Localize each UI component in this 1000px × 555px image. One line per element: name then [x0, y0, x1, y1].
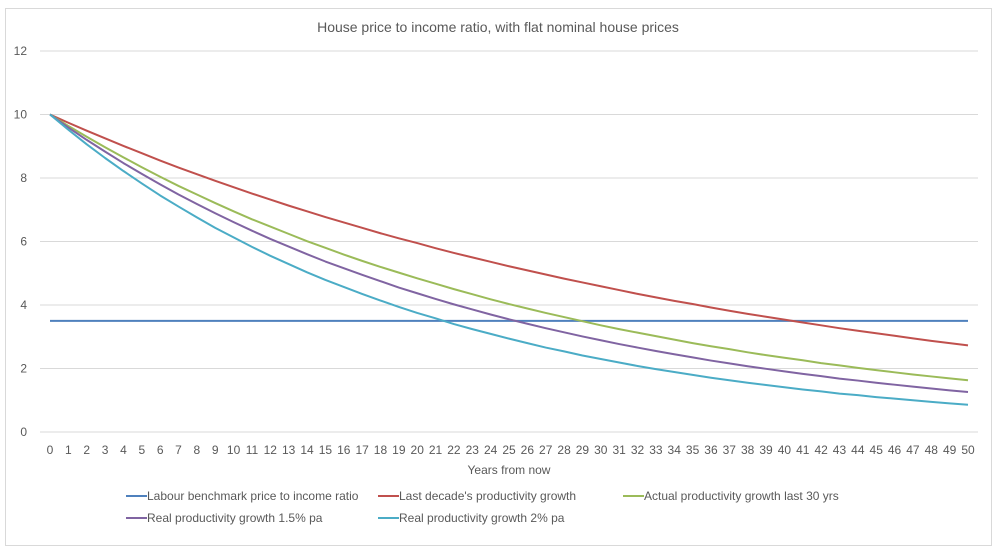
x-tick-label: 22 [447, 443, 461, 457]
x-tick-label: 17 [355, 443, 369, 457]
x-tick-label: 36 [704, 443, 718, 457]
x-tick-label: 50 [961, 443, 975, 457]
x-tick-label: 43 [833, 443, 847, 457]
x-tick-label: 11 [246, 443, 259, 457]
x-tick-label: 23 [466, 443, 480, 457]
y-tick-label: 12 [14, 44, 28, 58]
legend-label-5: Real productivity growth 2% pa [399, 511, 565, 525]
x-tick-label: 31 [612, 443, 626, 457]
x-tick-label: 8 [194, 443, 201, 457]
x-tick-label: 13 [282, 443, 296, 457]
legend-label-3: Actual productivity growth last 30 yrs [644, 489, 839, 503]
x-tick-label: 27 [539, 443, 553, 457]
series-line-5 [49, 113, 969, 406]
y-tick-label: 0 [20, 425, 27, 439]
x-tick-label: 29 [576, 443, 590, 457]
x-tick-label: 16 [337, 443, 351, 457]
x-axis-label: Years from now [468, 463, 551, 477]
x-tick-label: 25 [502, 443, 516, 457]
x-tick-label: 32 [631, 443, 645, 457]
x-tick-label: 46 [888, 443, 902, 457]
y-tick-label: 4 [20, 298, 27, 312]
series-lines [49, 113, 969, 406]
series-line-4 [49, 113, 969, 393]
x-tick-label: 48 [925, 443, 939, 457]
x-tick-label: 0 [47, 443, 54, 457]
x-tick-label: 47 [906, 443, 920, 457]
x-tick-label: 24 [484, 443, 498, 457]
x-tick-label: 39 [759, 443, 773, 457]
x-tick-label: 10 [227, 443, 241, 457]
x-tick-label: 35 [686, 443, 700, 457]
y-tick-label: 6 [20, 235, 27, 249]
legend: Labour benchmark price to income ratio La… [126, 489, 839, 525]
x-tick-label: 30 [594, 443, 608, 457]
x-tick-label: 14 [300, 443, 314, 457]
x-tick-label: 49 [943, 443, 957, 457]
legend-label-2: Last decade's productivity growth [399, 489, 576, 503]
series-line-3 [49, 113, 969, 382]
x-tick-label: 45 [870, 443, 884, 457]
x-tick-label: 18 [374, 443, 388, 457]
x-tick-label: 15 [319, 443, 333, 457]
x-tick-label: 38 [741, 443, 755, 457]
x-tick-label: 41 [796, 443, 810, 457]
x-tick-label: 21 [429, 443, 443, 457]
x-tick-label: 26 [521, 443, 535, 457]
y-tick-label: 10 [14, 108, 28, 122]
chart-frame [5, 8, 992, 546]
x-tick-label: 7 [175, 443, 182, 457]
legend-label-4: Real productivity growth 1.5% pa [147, 511, 323, 525]
x-tick-label: 42 [814, 443, 828, 457]
legend-label-1: Labour benchmark price to income ratio [147, 489, 359, 503]
chart-title: House price to income ratio, with flat n… [317, 19, 679, 35]
x-tick-label: 44 [851, 443, 865, 457]
y-tick-label: 8 [20, 171, 27, 185]
x-tick-label: 33 [649, 443, 663, 457]
x-tick-label: 1 [65, 443, 72, 457]
x-tick-label: 20 [411, 443, 425, 457]
x-tick-label: 28 [557, 443, 571, 457]
x-tick-label: 12 [264, 443, 278, 457]
y-tick-label: 2 [20, 362, 27, 376]
series-line-2 [49, 113, 969, 347]
y-axis: 0 2 4 6 8 10 12 [14, 44, 28, 439]
x-axis: 0 1 2 3 4 5 6 7 8 9 10 11 12 13 14 15 16 17 18 19 20 21 22 23 24… [47, 443, 975, 457]
x-tick-label: 37 [723, 443, 737, 457]
x-tick-label: 19 [392, 443, 406, 457]
x-tick-label: 40 [778, 443, 792, 457]
gridlines [40, 50, 978, 433]
x-tick-label: 6 [157, 443, 164, 457]
x-tick-label: 9 [212, 443, 219, 457]
x-tick-label: 4 [120, 443, 127, 457]
x-tick-label: 3 [102, 443, 109, 457]
x-tick-label: 2 [83, 443, 90, 457]
x-tick-label: 34 [668, 443, 682, 457]
x-tick-label: 5 [138, 443, 145, 457]
